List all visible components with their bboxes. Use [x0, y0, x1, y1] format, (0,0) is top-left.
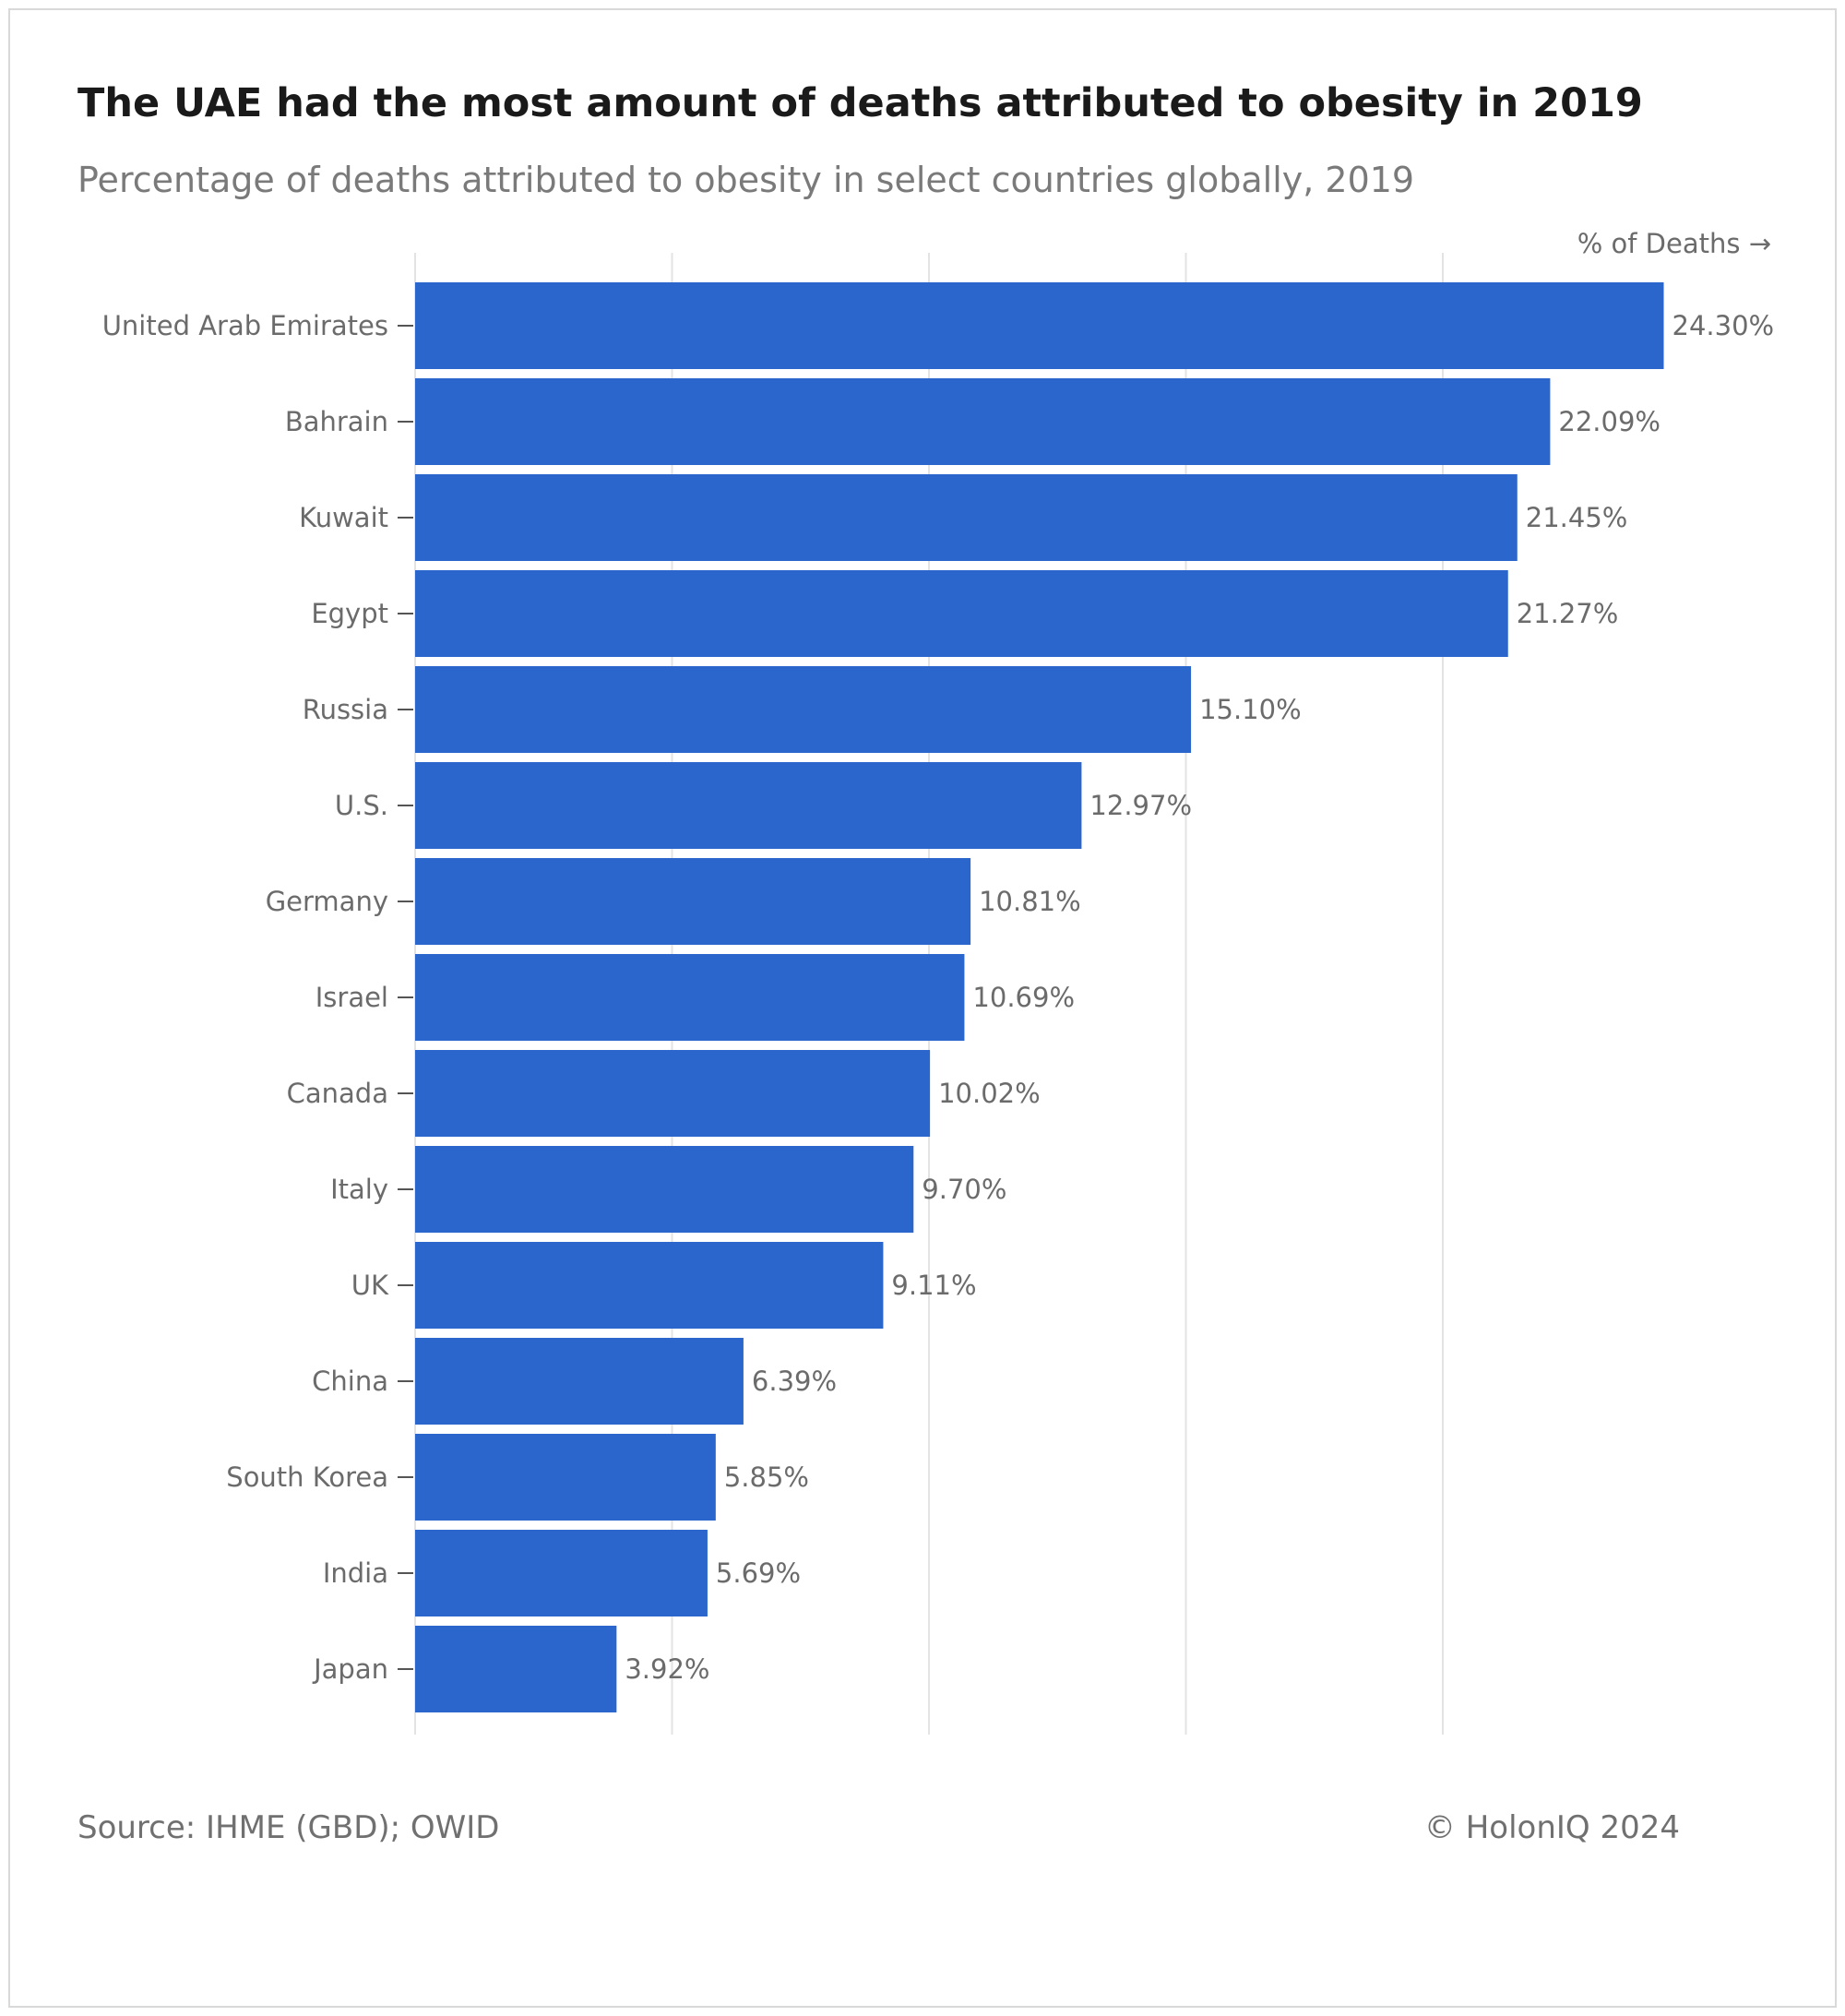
category-label: Egypt — [311, 598, 388, 629]
category-label: UK — [351, 1270, 389, 1301]
value-label: 22.09% — [1558, 406, 1660, 437]
bar — [415, 1530, 708, 1616]
bar — [415, 1338, 744, 1425]
value-label: 21.27% — [1517, 598, 1619, 629]
value-label: 24.30% — [1672, 310, 1775, 341]
value-label: 5.85% — [724, 1461, 809, 1493]
category-label: Canada — [287, 1078, 388, 1109]
chart-title: The UAE had the most amount of deaths at… — [77, 80, 1643, 126]
category-label: United Arab Emirates — [102, 310, 388, 341]
category-label: Italy — [330, 1174, 388, 1205]
bar — [415, 1626, 617, 1712]
bar — [415, 1050, 931, 1137]
category-label: India — [323, 1557, 388, 1589]
chart-subtitle: Percentage of deaths attributed to obesi… — [77, 160, 1415, 200]
value-label: 15.10% — [1199, 694, 1302, 725]
category-label: Germany — [266, 886, 388, 917]
value-label: 3.92% — [625, 1653, 709, 1685]
value-label: 10.02% — [938, 1078, 1041, 1109]
value-label: 12.97% — [1089, 790, 1192, 821]
value-label: 5.69% — [716, 1557, 801, 1589]
source-note: Source: IHME (GBD); OWID — [77, 1809, 500, 1846]
bar — [415, 954, 965, 1041]
bar — [415, 570, 1508, 657]
category-label: Russia — [303, 694, 388, 725]
category-label: Japan — [312, 1653, 388, 1685]
bar — [415, 1242, 884, 1329]
value-label: 10.69% — [972, 982, 1075, 1013]
value-label: 9.11% — [891, 1270, 976, 1301]
bar — [415, 1146, 914, 1233]
bar — [415, 762, 1082, 849]
category-label: Israel — [315, 982, 388, 1013]
category-label: Kuwait — [299, 502, 388, 533]
value-label: 9.70% — [922, 1174, 1006, 1205]
value-label: 6.39% — [752, 1366, 837, 1397]
bar — [415, 666, 1192, 753]
copyright-note: © HolonIQ 2024 — [1423, 1809, 1680, 1846]
category-label: South Korea — [226, 1461, 388, 1493]
bar — [415, 378, 1551, 465]
category-label: China — [312, 1366, 388, 1397]
bar — [415, 858, 971, 945]
category-label: U.S. — [335, 790, 388, 821]
bar — [415, 474, 1518, 561]
value-label: 10.81% — [979, 886, 1081, 917]
bar — [415, 282, 1664, 369]
bar — [415, 1434, 716, 1521]
category-label: Bahrain — [285, 406, 388, 437]
value-label: 21.45% — [1526, 502, 1628, 533]
x-axis-title: % of Deaths → — [1577, 228, 1771, 259]
